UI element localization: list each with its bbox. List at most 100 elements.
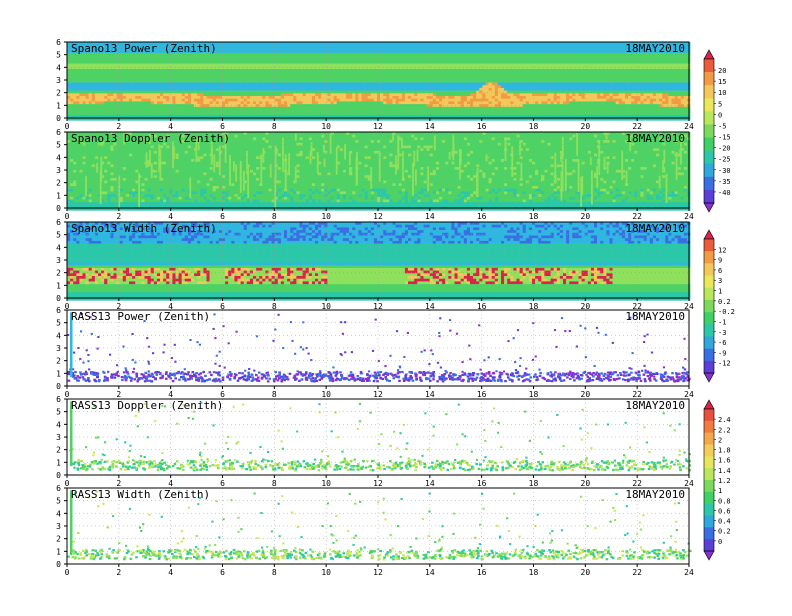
heatmap-cell — [445, 60, 449, 64]
heatmap-cell — [318, 63, 322, 67]
heatmap-cell — [349, 112, 353, 116]
heatmap-cell — [277, 96, 282, 99]
heatmap-cell — [587, 58, 592, 62]
heatmap-cell — [302, 42, 306, 45]
heatmap-cell — [228, 66, 232, 70]
heatmap-cell — [590, 74, 595, 78]
heatmap-cell — [535, 93, 539, 97]
heatmap-cell — [429, 90, 434, 94]
heatmap-cell — [318, 106, 322, 110]
heatmap-cell — [129, 74, 133, 78]
heatmap-cell — [569, 74, 573, 78]
heatmap-cell — [373, 96, 378, 99]
heatmap-cell — [451, 106, 455, 110]
heatmap-cell — [240, 114, 244, 118]
heatmap-cell — [116, 71, 120, 75]
heatmap-cell — [597, 42, 601, 45]
heatmap-cell — [404, 66, 409, 70]
heatmap-cell — [76, 98, 80, 102]
heatmap-cell — [203, 98, 207, 102]
heatmap-cell — [243, 90, 248, 94]
heatmap-cell — [584, 71, 589, 75]
heatmap-cell — [578, 104, 582, 108]
heatmap-cell — [107, 79, 111, 83]
heatmap-cell — [110, 77, 114, 81]
heatmap-cell — [172, 58, 176, 62]
heatmap-cell — [497, 42, 502, 45]
heatmap-cell — [135, 98, 139, 102]
heatmap-cell — [88, 42, 93, 45]
heatmap-cell — [584, 109, 589, 113]
heatmap-cell — [178, 93, 182, 97]
heatmap-cell — [122, 71, 127, 75]
heatmap-cell — [222, 66, 226, 70]
heatmap-cell — [429, 114, 434, 118]
heatmap-cell — [169, 85, 173, 89]
heatmap-cell — [113, 104, 117, 108]
heatmap-cell — [311, 69, 316, 72]
heatmap-cell — [231, 90, 235, 94]
heatmap-cell — [404, 79, 409, 83]
heatmap-cell — [355, 106, 359, 110]
heatmap-cell — [497, 117, 502, 121]
heatmap-cell — [265, 66, 269, 70]
heatmap-cell — [587, 98, 592, 102]
heatmap-cell — [544, 90, 548, 94]
heatmap-cell — [429, 58, 434, 62]
heatmap-cell — [563, 58, 567, 62]
heatmap-cell — [541, 50, 545, 54]
heatmap-cell — [222, 47, 226, 51]
heatmap-cell — [268, 42, 272, 45]
heatmap-cell — [423, 74, 427, 78]
heatmap-cell — [516, 77, 520, 81]
heatmap-cell — [79, 112, 83, 116]
heatmap-cell — [262, 82, 266, 86]
heatmap-cell — [414, 44, 418, 48]
heatmap-cell — [578, 87, 582, 91]
heatmap-cell — [333, 96, 337, 99]
heatmap-cell — [547, 106, 551, 110]
heatmap-cell — [191, 66, 195, 70]
heatmap-cell — [501, 79, 505, 83]
heatmap-cell — [457, 50, 461, 54]
heatmap-cell — [191, 50, 195, 54]
heatmap-cell — [88, 112, 93, 116]
heatmap-cell — [296, 42, 300, 45]
heatmap-cell — [330, 106, 334, 110]
heatmap-cell — [395, 117, 399, 121]
heatmap-cell — [352, 55, 356, 59]
heatmap-cell — [401, 104, 406, 108]
heatmap-cell — [101, 63, 105, 67]
heatmap-cell — [91, 44, 96, 48]
heatmap-cell — [432, 109, 437, 113]
heatmap-cell — [442, 82, 446, 86]
heatmap-cell — [470, 96, 474, 99]
heatmap-cell — [209, 98, 213, 102]
heatmap-cell — [132, 90, 136, 94]
heatmap-cell — [234, 58, 238, 62]
heatmap-cell — [215, 47, 220, 51]
heatmap-cell — [386, 74, 390, 78]
heatmap-cell — [346, 42, 350, 45]
heatmap-cell — [411, 47, 415, 51]
heatmap-cell — [194, 42, 198, 45]
heatmap-cell — [420, 96, 424, 99]
heatmap-cell — [367, 106, 372, 110]
heatmap-cell — [550, 98, 554, 102]
heatmap-cell — [392, 101, 396, 105]
heatmap-cell — [206, 96, 210, 99]
heatmap-cell — [516, 55, 520, 59]
heatmap-cell — [156, 74, 161, 78]
heatmap-cell — [584, 63, 589, 67]
heatmap-cell — [584, 55, 589, 59]
heatmap-cell — [138, 74, 142, 78]
heatmap-cell — [380, 60, 384, 64]
heatmap-cell — [215, 85, 220, 89]
heatmap-cell — [228, 117, 232, 121]
heatmap-cell — [482, 104, 486, 108]
heatmap-cell — [339, 79, 344, 83]
heatmap-cell — [349, 93, 353, 97]
heatmap-cell — [432, 104, 437, 108]
heatmap-cell — [175, 58, 179, 62]
heatmap-cell — [522, 85, 527, 89]
